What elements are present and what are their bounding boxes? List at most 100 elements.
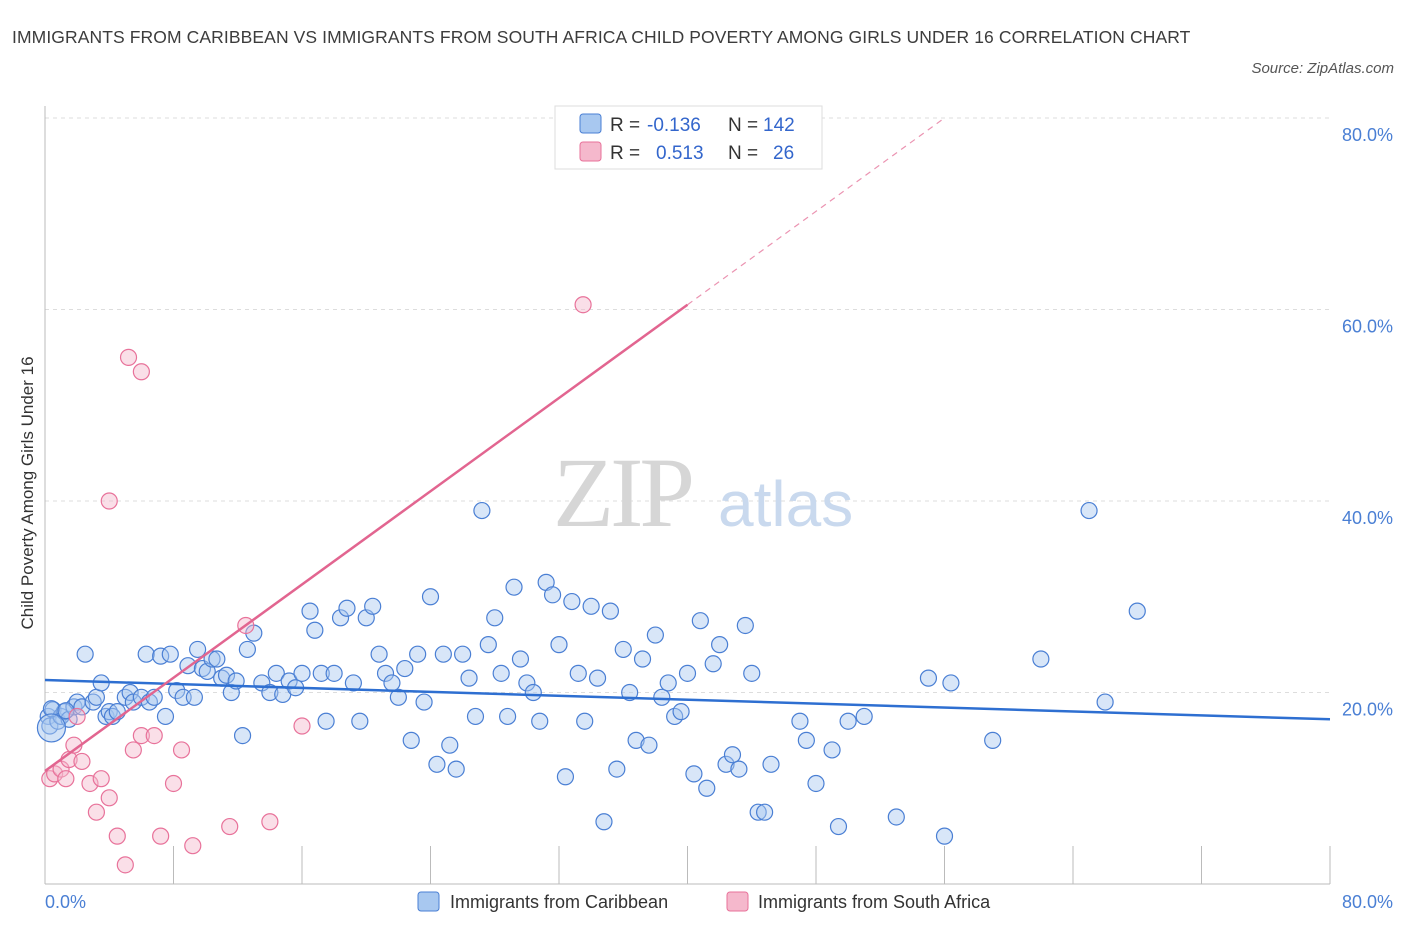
caribbean-point bbox=[839, 712, 857, 730]
legend-n-value-south-africa: 26 bbox=[773, 143, 794, 164]
caribbean-point bbox=[730, 760, 748, 778]
caribbean-point bbox=[473, 501, 491, 520]
caribbean-point bbox=[608, 760, 626, 778]
caribbean-point bbox=[121, 683, 139, 702]
caribbean-point bbox=[208, 650, 226, 668]
south-africa-point bbox=[108, 827, 126, 845]
south-africa-point bbox=[57, 770, 75, 788]
caribbean-point bbox=[614, 640, 632, 659]
south-africa-point bbox=[293, 717, 311, 735]
caribbean-point bbox=[736, 616, 754, 635]
caribbean-point bbox=[640, 736, 658, 754]
south-africa-point bbox=[119, 348, 138, 366]
south-africa-point bbox=[100, 492, 118, 510]
legend-r-value-caribbean: -0.136 bbox=[647, 115, 701, 136]
caribbean-point bbox=[531, 712, 549, 730]
caribbean-point bbox=[383, 674, 401, 692]
legend-n-label-caribbean: N = bbox=[728, 115, 758, 136]
caribbean-point bbox=[370, 645, 388, 663]
caribbean-point bbox=[550, 636, 568, 654]
south-africa-trend-line bbox=[44, 303, 689, 773]
caribbean-point bbox=[698, 779, 716, 797]
bottom-legend-label-caribbean: Immigrants from Caribbean bbox=[450, 892, 668, 912]
caribbean-point bbox=[717, 755, 735, 773]
axes bbox=[44, 106, 1331, 885]
caribbean-point bbox=[743, 664, 761, 682]
south-africa-point bbox=[132, 363, 150, 381]
caribbean-point bbox=[137, 645, 155, 663]
caribbean-trend-line bbox=[44, 678, 1331, 721]
south-africa-point bbox=[132, 726, 150, 745]
south-africa-points bbox=[41, 296, 592, 874]
caribbean-point bbox=[621, 683, 639, 702]
caribbean-point bbox=[595, 813, 613, 831]
y-tick-label-2: 60.0% bbox=[1342, 317, 1393, 337]
south-africa-point bbox=[152, 827, 170, 845]
south-africa-point bbox=[100, 789, 118, 807]
caribbean-point bbox=[76, 645, 94, 663]
caribbean-point bbox=[755, 803, 774, 821]
caribbean-point bbox=[524, 683, 542, 702]
caribbean-point bbox=[161, 645, 179, 663]
caribbean-point bbox=[466, 707, 485, 726]
caribbean-point bbox=[364, 597, 382, 615]
caribbean-point bbox=[762, 755, 780, 773]
caribbean-point bbox=[723, 746, 742, 764]
y-tick-label-1: 40.0% bbox=[1342, 508, 1393, 528]
caribbean-points bbox=[36, 501, 1146, 845]
caribbean-point bbox=[543, 586, 562, 604]
south-africa-point bbox=[116, 856, 134, 874]
x-tick-label-0: 0.0% bbox=[45, 892, 86, 912]
caribbean-point bbox=[188, 640, 207, 659]
caribbean-point bbox=[588, 669, 607, 687]
caribbean-point bbox=[1096, 693, 1114, 711]
caribbean-point bbox=[87, 688, 106, 706]
caribbean-point bbox=[486, 609, 504, 627]
south-africa-point bbox=[68, 707, 86, 726]
caribbean-point bbox=[238, 640, 256, 659]
caribbean-point bbox=[855, 707, 873, 726]
x-tick-labels: 0.0% 80.0% bbox=[45, 892, 1393, 912]
watermark-atlas: atlas bbox=[718, 468, 853, 540]
caribbean-point bbox=[556, 768, 575, 786]
caribbean-point bbox=[659, 674, 677, 692]
caribbean-point bbox=[447, 760, 465, 778]
caribbean-point bbox=[325, 664, 343, 682]
caribbean-point bbox=[460, 669, 478, 687]
legend-swatch-caribbean bbox=[579, 113, 602, 134]
caribbean-point bbox=[807, 774, 825, 793]
caribbean-point bbox=[678, 664, 697, 682]
watermark-zip: ZIP bbox=[553, 437, 691, 548]
caribbean-point bbox=[887, 808, 905, 826]
caribbean-point bbox=[338, 599, 356, 617]
caribbean-point bbox=[441, 736, 459, 754]
caribbean-point bbox=[919, 669, 938, 687]
caribbean-point bbox=[704, 655, 722, 673]
caribbean-point bbox=[317, 712, 335, 730]
caribbean-point bbox=[454, 645, 472, 663]
y-tick-label-3: 80.0% bbox=[1342, 125, 1393, 145]
source-label: Source: ZipAtlas.com bbox=[1251, 60, 1394, 77]
caribbean-point bbox=[984, 731, 1002, 749]
caribbean-point bbox=[511, 650, 530, 668]
caribbean-point bbox=[518, 674, 536, 692]
caribbean-point bbox=[601, 602, 620, 620]
south-africa-point bbox=[73, 752, 91, 771]
south-africa-point bbox=[87, 803, 106, 821]
caribbean-point bbox=[97, 707, 115, 726]
caribbean-point bbox=[293, 664, 311, 682]
caribbean-point bbox=[36, 713, 67, 743]
caribbean-point bbox=[185, 688, 203, 706]
caribbean-point bbox=[306, 621, 324, 639]
caribbean-point bbox=[217, 666, 236, 684]
caribbean-point bbox=[344, 674, 362, 692]
south-africa-point bbox=[261, 813, 279, 831]
caribbean-point bbox=[711, 636, 729, 654]
south-africa-point bbox=[81, 774, 99, 793]
caribbean-point bbox=[168, 681, 186, 700]
bottom-legend-swatch-south-africa bbox=[726, 891, 749, 912]
caribbean-point bbox=[396, 659, 414, 678]
bottom-legend-swatch-caribbean bbox=[417, 891, 440, 912]
legend-r-label-caribbean: R = bbox=[610, 115, 640, 136]
